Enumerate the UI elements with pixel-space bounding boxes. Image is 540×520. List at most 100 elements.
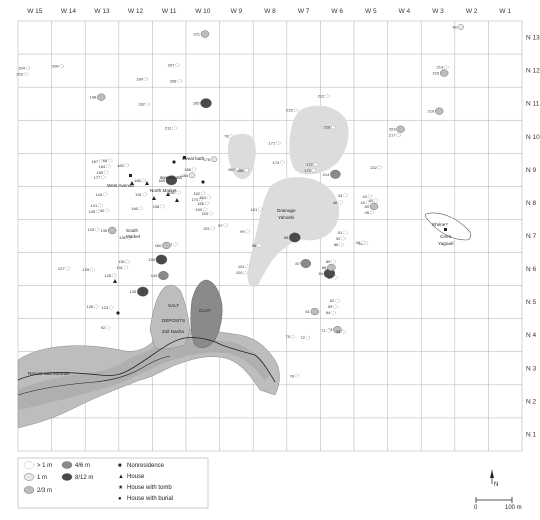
mound xyxy=(333,326,342,334)
mound-label: 123 xyxy=(102,305,109,310)
row-labels: N 13 N 12 N 11 N 10 N 9 N 8 N 7 N 6 N 5 N 4 N 3 N 2… xyxy=(526,35,540,439)
legend-symbol: ● xyxy=(118,496,122,502)
mound xyxy=(105,164,111,169)
mound xyxy=(137,286,149,297)
mound-label: 92 xyxy=(101,325,106,330)
legend-label: 1 m xyxy=(37,475,47,481)
mound-label: 84 xyxy=(318,271,323,276)
mound xyxy=(333,275,338,280)
mound xyxy=(160,204,165,209)
column-label: W 10 xyxy=(195,8,211,15)
mound xyxy=(98,159,104,164)
mound xyxy=(65,266,70,271)
deposits-label: DEPOSITS xyxy=(162,318,185,323)
row-label: N 5 xyxy=(526,299,537,306)
mound-label: 192 xyxy=(138,102,145,107)
mound xyxy=(333,304,338,309)
mound xyxy=(142,192,148,197)
house-symbol xyxy=(113,279,117,283)
mound-label: 78 xyxy=(289,373,294,378)
mound-label: 45 xyxy=(365,210,370,215)
mound-label: 153 xyxy=(201,211,208,216)
mound xyxy=(200,30,210,38)
recent-salt-mounds xyxy=(17,329,280,429)
mound-label: 96 xyxy=(252,243,257,248)
mound-label: 42 xyxy=(361,200,366,205)
mound xyxy=(100,175,106,180)
mound-label: 64 xyxy=(326,310,331,315)
sweat-bath-label: sweat bath xyxy=(182,156,205,161)
mound-label: 214 xyxy=(323,172,330,177)
mound xyxy=(289,232,301,243)
mound-label: 210 xyxy=(428,109,435,114)
mound-label: 173 xyxy=(304,168,311,173)
legend-swatch xyxy=(23,486,35,494)
mound xyxy=(59,64,64,68)
mound xyxy=(310,308,319,316)
row-label: N 1 xyxy=(526,431,537,438)
mound xyxy=(104,208,110,213)
row-label: N 9 xyxy=(526,167,537,174)
mound xyxy=(93,304,99,309)
legend-label: > 1 m xyxy=(37,463,52,469)
mound xyxy=(339,242,344,247)
mound-label: 71 xyxy=(321,328,326,333)
mound-label: 172 xyxy=(306,162,313,167)
legend-symbol-label: Nonresidence xyxy=(127,463,165,469)
mound-label: 207 xyxy=(168,63,175,68)
row-label: N 3 xyxy=(526,365,537,372)
mound-label: 100 xyxy=(236,270,243,275)
mound xyxy=(223,223,228,228)
mound-label: 168 xyxy=(101,158,108,163)
mound xyxy=(444,65,449,69)
mound xyxy=(369,202,379,210)
mound xyxy=(373,198,379,203)
mound xyxy=(229,134,234,139)
mound xyxy=(210,156,218,163)
column-label: W 2 xyxy=(466,8,478,15)
mound xyxy=(335,298,340,303)
mound-label: 46 xyxy=(452,25,457,30)
mound xyxy=(165,175,178,186)
mound-label: 217 xyxy=(389,133,396,138)
mound-label: 156 xyxy=(197,201,204,206)
mound-label: 74 xyxy=(336,329,341,334)
mound xyxy=(294,373,299,378)
mound xyxy=(177,79,182,83)
mound xyxy=(138,206,144,211)
mound xyxy=(123,265,129,270)
mound xyxy=(305,335,310,340)
recent-salt-label: Recent Salt Mounds xyxy=(28,371,70,376)
column-label: W 14 xyxy=(61,8,77,15)
yahoshi-label: Yahoshi xyxy=(278,215,294,220)
column-label: W 7 xyxy=(298,8,310,15)
mound-label: 203 xyxy=(389,127,396,132)
mound-label: 125 xyxy=(130,289,137,294)
mound xyxy=(188,172,196,179)
mound-label: 40 xyxy=(369,198,374,203)
mound-label: 171 xyxy=(269,141,276,146)
mound-label: 101 xyxy=(238,264,245,269)
mound xyxy=(97,203,103,208)
mound-label: 63 xyxy=(328,327,333,332)
mound-label: 161 xyxy=(251,207,258,212)
mound-label: 165 xyxy=(193,101,200,106)
row-label: N 13 xyxy=(526,35,540,42)
mound-label: 204 xyxy=(18,66,25,71)
mound-label: 190 xyxy=(169,190,176,195)
mound-label: 169 xyxy=(97,170,104,175)
mound-label: 174 xyxy=(273,160,280,165)
mound xyxy=(327,263,336,272)
salt-deposits xyxy=(149,284,191,350)
legend-swatch xyxy=(23,461,35,469)
mound-label: 59 xyxy=(328,304,333,309)
mound-label: 61 xyxy=(305,309,310,314)
column-label: W 11 xyxy=(162,8,177,15)
mound-label: 215 xyxy=(286,108,293,113)
column-label: W 8 xyxy=(264,8,276,15)
mound-label: 46 xyxy=(333,200,338,205)
mound xyxy=(360,240,366,245)
mound-label: 183 xyxy=(117,163,124,168)
mound xyxy=(94,227,100,232)
